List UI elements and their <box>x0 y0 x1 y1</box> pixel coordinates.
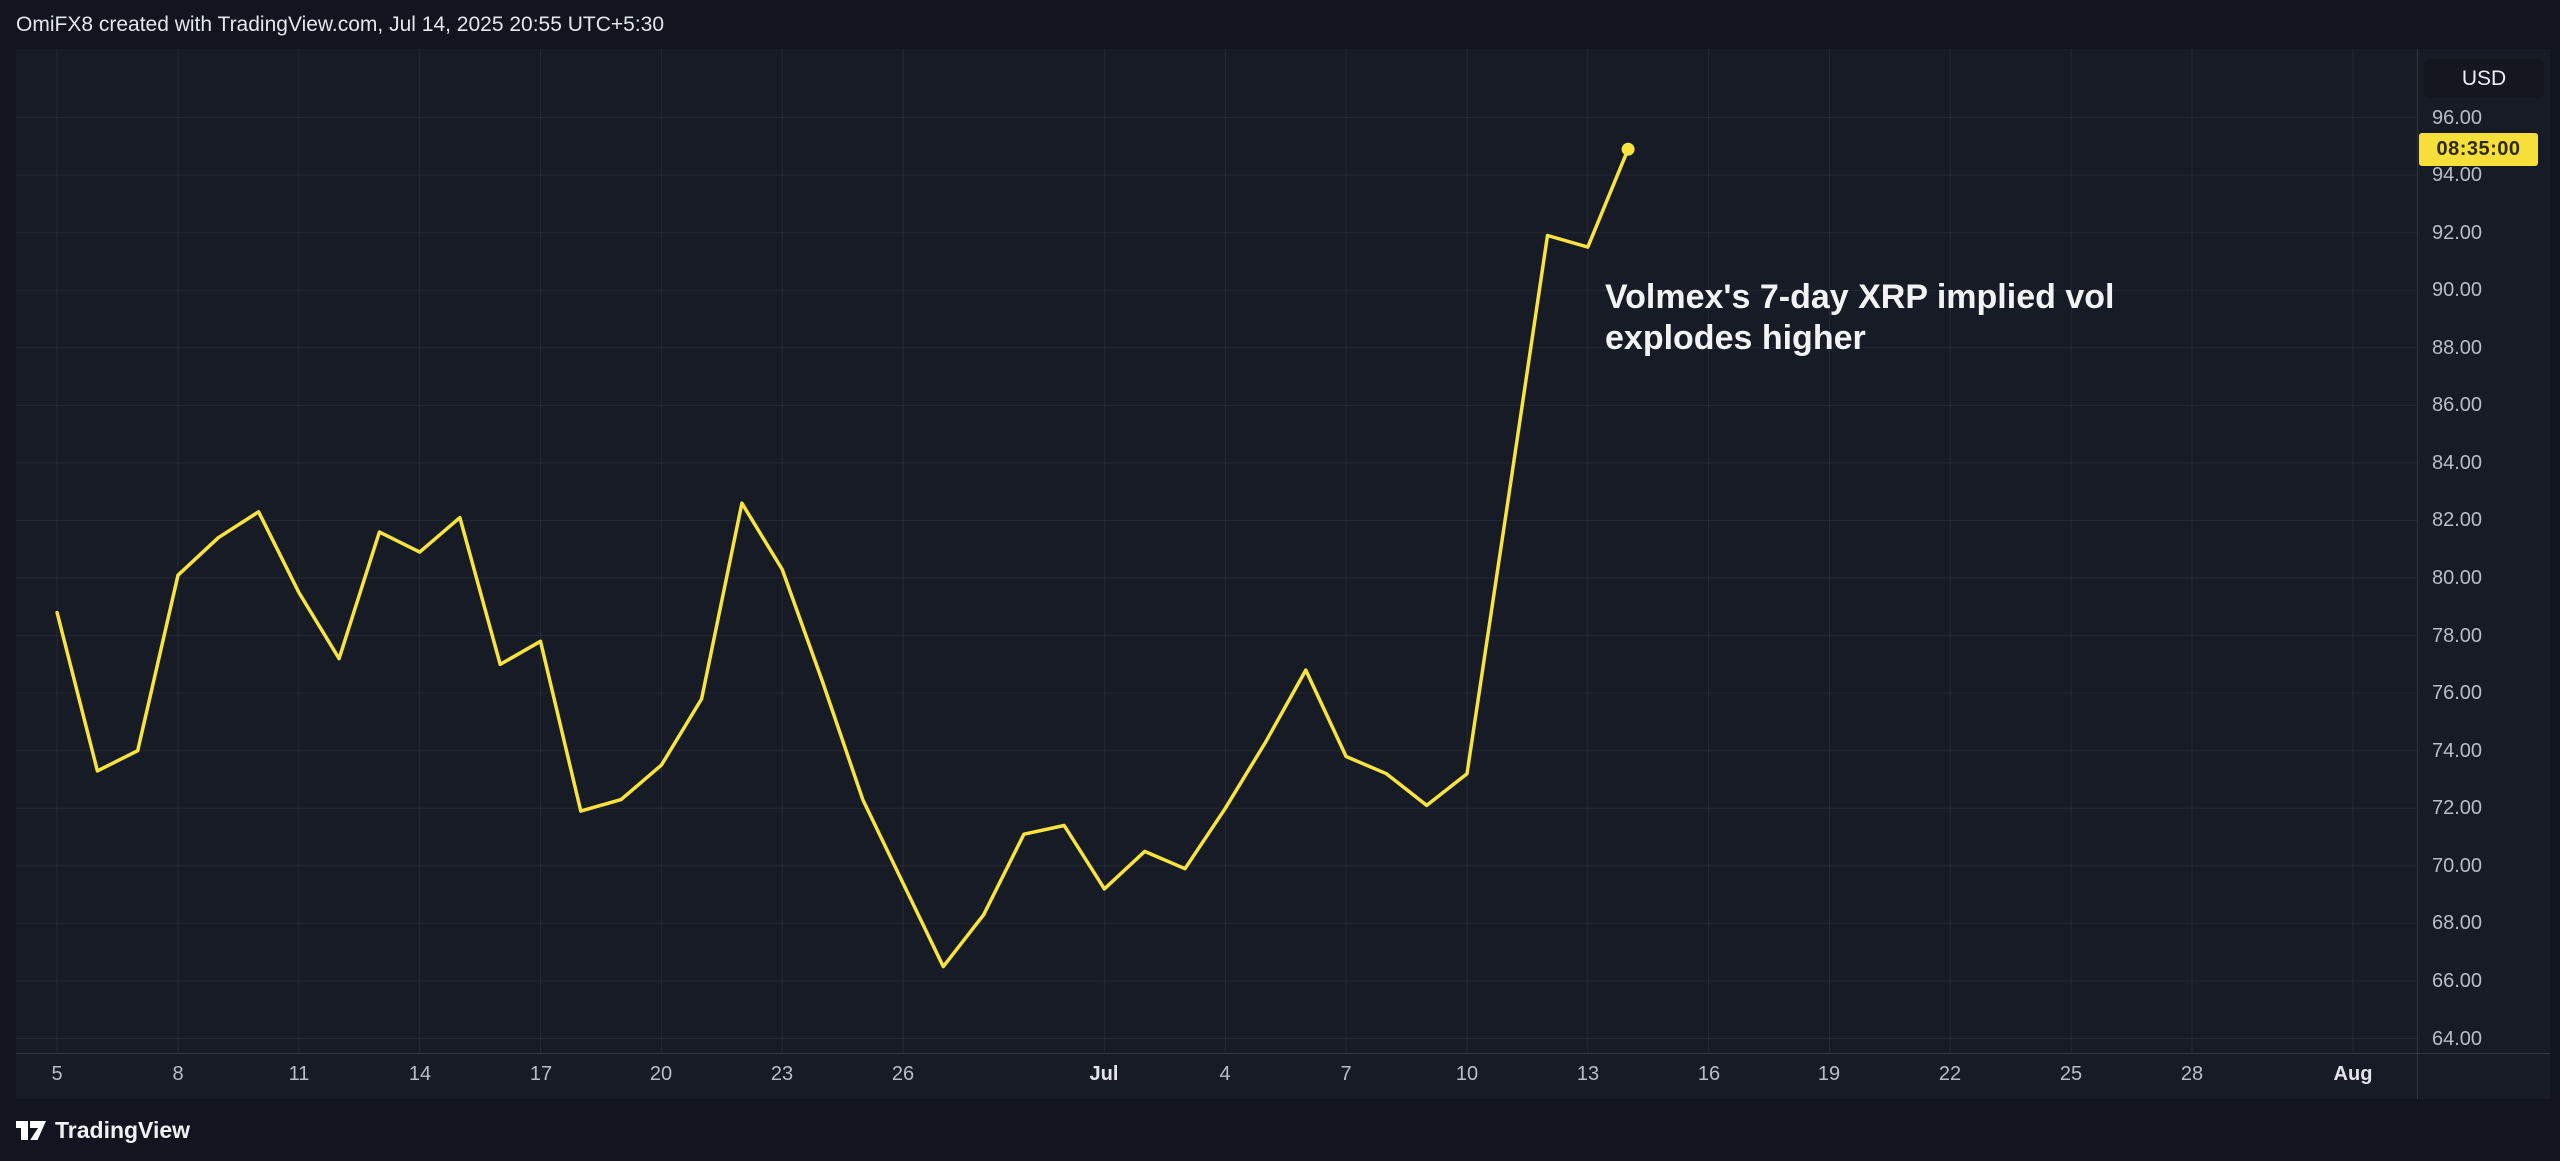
plot-area[interactable]: Volmex's 7-day XRP implied vol explodes … <box>16 49 2417 1053</box>
time-tick-label: 17 <box>529 1063 553 1085</box>
time-tick-label: 25 <box>2059 1063 2083 1085</box>
time-tick-label: 10 <box>1455 1063 1479 1085</box>
time-tick-label: 28 <box>2180 1063 2204 1085</box>
last-point-marker <box>1621 142 1635 156</box>
price-tick-label: 90.00 <box>2432 279 2483 301</box>
time-tick-label: 16 <box>1697 1063 1721 1085</box>
time-tick-label: 20 <box>649 1063 673 1085</box>
price-tick-label: 84.00 <box>2432 452 2483 474</box>
price-axis[interactable]: 96.00 94.00 92.00 90.00 88.00 86.00 84.00 82.00… <box>2418 49 2550 1053</box>
price-tick-label: 78.00 <box>2432 625 2483 647</box>
countdown-label: 08:35:00 <box>2419 133 2538 166</box>
tradingview-brand-link[interactable]: TradingView <box>55 1116 191 1143</box>
price-tick-label: 86.00 <box>2432 394 2483 416</box>
price-tick-label: 76.00 <box>2432 682 2483 704</box>
annotation-line-1: Volmex's 7-day XRP implied vol <box>1605 278 2115 316</box>
price-tick-label: 96.00 <box>2432 107 2483 129</box>
footer: TradingView <box>16 1099 190 1161</box>
price-tick-label: 80.00 <box>2432 567 2483 589</box>
time-tick-label: 5 <box>51 1063 63 1085</box>
chart-attribution: OmiFX8 created with TradingView.com, Jul… <box>16 12 665 36</box>
price-tick-label: 66.00 <box>2432 970 2483 992</box>
price-axis-separator <box>2417 49 2418 1099</box>
chart-annotation[interactable]: Volmex's 7-day XRP implied vol explodes … <box>1605 277 2114 360</box>
time-axis-separator <box>16 1053 2550 1054</box>
price-tick-label: 70.00 <box>2432 855 2483 877</box>
price-tick-label: 74.00 <box>2432 740 2483 762</box>
tradingview-logo-icon[interactable] <box>16 1120 46 1140</box>
chart-header: OmiFX8 created with TradingView.com, Jul… <box>16 0 664 49</box>
price-tick-label: 68.00 <box>2432 912 2483 934</box>
currency-unit-label: USD <box>2461 66 2507 90</box>
time-tick-label: Aug <box>2333 1063 2373 1085</box>
price-tick-label: 94.00 <box>2432 164 2483 186</box>
price-tick-label: 82.00 <box>2432 509 2483 531</box>
time-tick-label: Jul <box>1089 1063 1119 1085</box>
price-tick-label: 64.00 <box>2432 1028 2483 1050</box>
time-tick-label: 14 <box>408 1063 432 1085</box>
time-tick-label: 8 <box>172 1063 184 1085</box>
time-tick-label: 26 <box>891 1063 915 1085</box>
time-tick-label: 22 <box>1938 1063 1962 1085</box>
time-tick-label: 13 <box>1576 1063 1600 1085</box>
time-tick-label: 23 <box>770 1063 794 1085</box>
currency-unit-button[interactable]: USD <box>2424 59 2544 98</box>
price-tick-label: 72.00 <box>2432 797 2483 819</box>
chart-widget: Volmex's 7-day XRP implied vol explodes … <box>16 49 2550 1099</box>
price-tick-label: 92.00 <box>2432 222 2483 244</box>
time-axis[interactable]: 5 8 11 14 17 20 23 26 Jul 4 7 10 13 16 19 22 25 28 Aug <box>16 1054 2417 1099</box>
time-tick-label: 11 <box>288 1063 310 1085</box>
time-tick-label: 7 <box>1340 1063 1352 1085</box>
vol-line-series <box>55 147 1630 969</box>
time-tick-label: 19 <box>1817 1063 1841 1085</box>
price-line-chart <box>16 49 2417 1053</box>
price-tick-container: 96.00 94.00 92.00 90.00 88.00 86.00 84.00 82.00… <box>2418 49 2550 1053</box>
price-tick-label: 88.00 <box>2432 337 2483 359</box>
time-tick-label: 4 <box>1219 1063 1231 1085</box>
annotation-line-2: explodes higher <box>1605 319 1866 358</box>
